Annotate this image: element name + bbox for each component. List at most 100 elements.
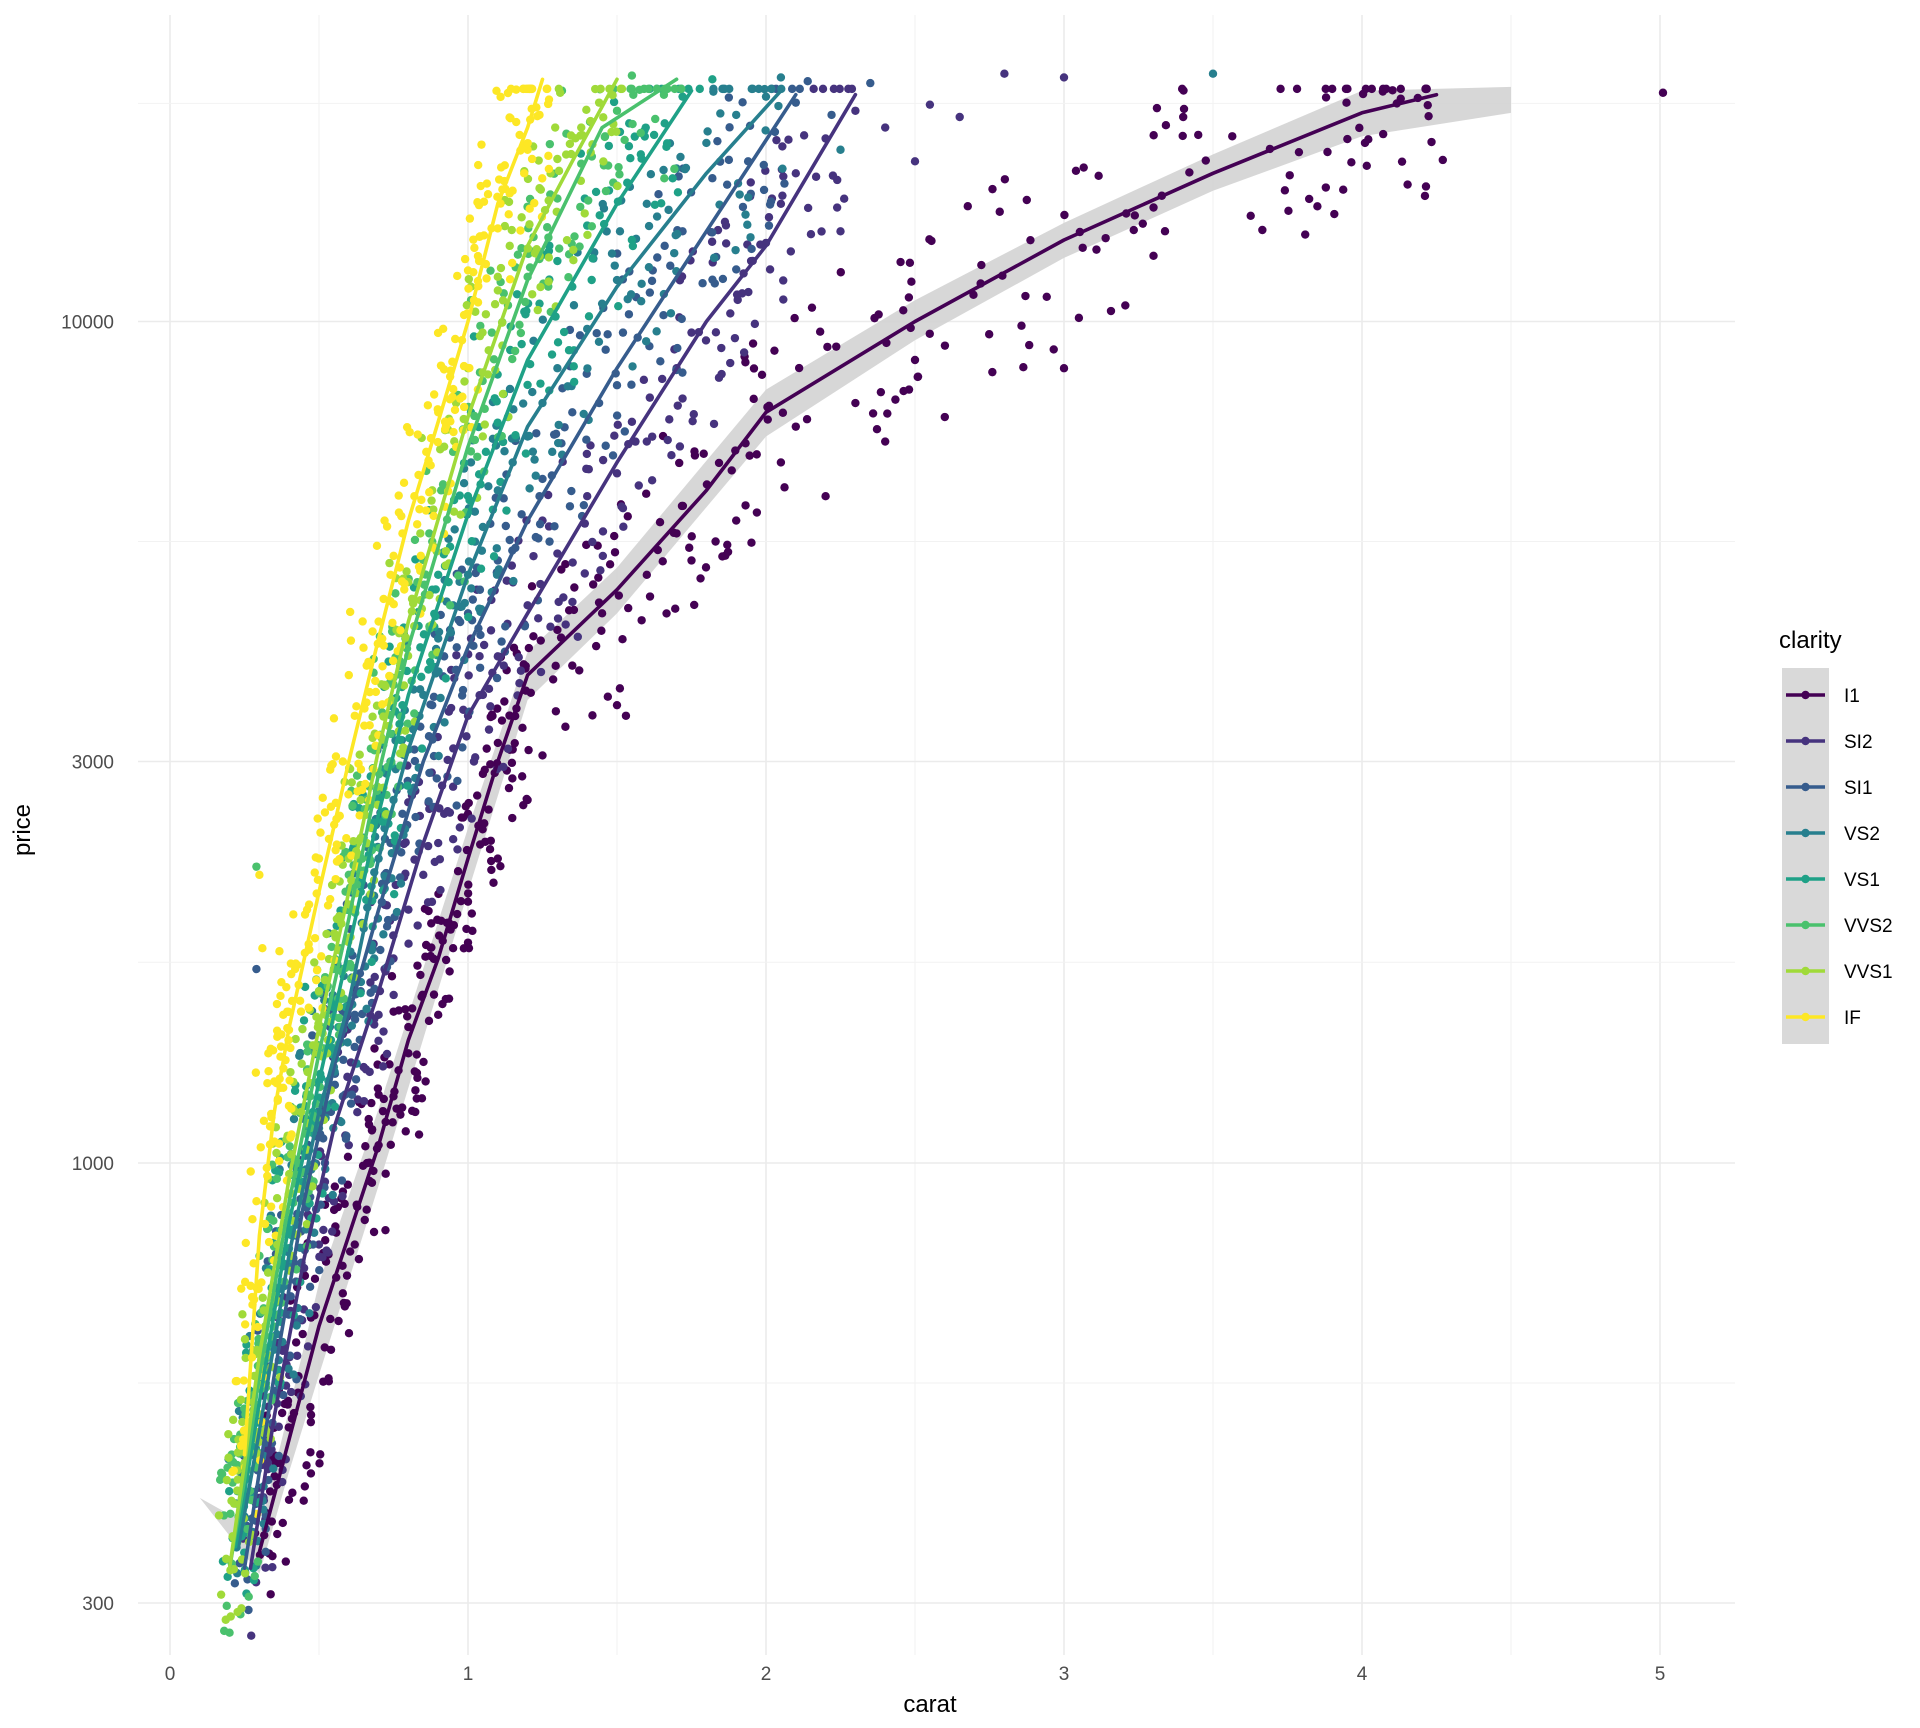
data-point-I1 [1343,134,1352,144]
data-point-I1 [411,1107,420,1117]
data-point-IF [446,417,455,426]
data-point-IF [237,1284,246,1293]
data-point-VVS2 [272,1174,282,1183]
data-point-IF [289,910,298,919]
data-point-VS2 [436,693,445,703]
data-point-VVS2 [244,1592,253,1601]
data-point-SI1 [708,174,717,183]
data-point-I1 [361,1142,370,1151]
data-point-IF [544,164,554,174]
data-point-VVS2 [352,771,362,780]
smooth-line-IF [242,77,545,1457]
data-point-IF [353,787,362,796]
data-point-I1 [977,260,986,270]
data-point-IF [354,759,363,768]
data-point-SI2 [803,203,813,213]
data-point-I1 [876,387,886,397]
data-point-VS1 [614,301,623,311]
y-tick-label: 300 [82,1594,114,1615]
data-point-VS1 [695,84,704,94]
data-point-VS2 [367,946,376,955]
data-point-VS2 [505,384,515,394]
data-point-VVS1 [330,929,339,938]
data-point-SI1 [453,776,462,786]
data-point-SI1 [764,221,774,230]
data-point-I1 [570,583,579,592]
data-point-I1 [747,538,756,547]
data-point-I1 [401,1005,410,1014]
data-point-IF [397,577,407,586]
data-point-SI1 [677,314,686,324]
data-point-I1 [401,1127,410,1136]
data-point-VS2 [652,212,662,221]
data-point-I1 [270,1472,279,1481]
data-point-I1 [1321,183,1331,192]
data-point-SI1 [382,922,392,931]
data-point-VS1 [591,187,601,197]
data-point-VVS2 [454,571,463,580]
data-point-VS1 [299,1016,309,1025]
data-point-SI2 [925,100,935,109]
data-point-VS2 [637,279,646,289]
data-point-VVS1 [272,1148,281,1158]
data-point-SI1 [722,180,732,189]
data-point-I1 [610,548,620,557]
data-point-VVS1 [416,529,425,538]
data-point-SI2 [779,295,788,304]
data-point-SI1 [475,585,485,594]
data-point-I1 [456,896,466,906]
data-point-SI2 [746,178,755,187]
data-point-I1 [603,692,613,701]
data-point-SI2 [382,1049,392,1059]
data-point-SI1 [612,411,622,420]
data-point-SI2 [486,626,496,635]
data-point-I1 [453,867,463,876]
data-point-SI2 [809,84,818,94]
data-point-I1 [748,339,758,348]
data-point-SI2 [818,84,828,94]
data-point-IF [332,857,342,866]
data-point-IF [482,274,491,283]
data-point-I1 [404,1022,413,1032]
data-point-SI1 [230,1579,240,1588]
data-point-I1 [851,398,860,408]
data-point-SI1 [654,189,663,199]
data-point-SI2 [665,415,674,424]
data-point-VVS1 [493,286,503,295]
data-point-I1 [770,346,779,355]
data-point-I1 [588,711,597,720]
data-point-I1 [448,943,458,953]
data-point-I1 [749,364,759,373]
data-point-I1 [899,386,908,396]
data-point-SI2 [847,84,857,94]
data-point-VS2 [626,290,636,299]
data-point-VVS1 [221,1554,231,1564]
data-point-VS2 [731,245,740,255]
data-point-I1 [467,909,477,918]
data-point-SI2 [835,84,844,94]
data-point-VS2 [553,364,562,373]
data-point-VS2 [434,634,443,643]
data-point-I1 [326,1314,335,1324]
data-point-SI2 [543,490,553,500]
data-point-I1 [969,290,978,300]
data-point-IF [360,721,369,730]
data-point-IF [399,478,409,488]
data-point-I1 [524,745,533,755]
data-point-SI2 [583,492,592,501]
data-point-IF [342,834,351,843]
data-point-I1 [1321,84,1330,94]
data-point-I1 [321,1236,330,1245]
data-point-I1 [790,313,799,323]
data-point-VS1 [441,674,451,683]
data-point-VVS2 [410,709,419,718]
data-point-I1 [868,409,878,418]
data-point-I1 [791,422,800,431]
data-point-IF [236,1441,246,1451]
data-point-VVS1 [224,1429,233,1439]
data-point-VS1 [489,552,499,561]
data-point-IF [421,506,431,515]
data-point-VS2 [761,126,770,135]
data-point-SI2 [647,476,657,485]
data-point-I1 [1149,251,1158,261]
